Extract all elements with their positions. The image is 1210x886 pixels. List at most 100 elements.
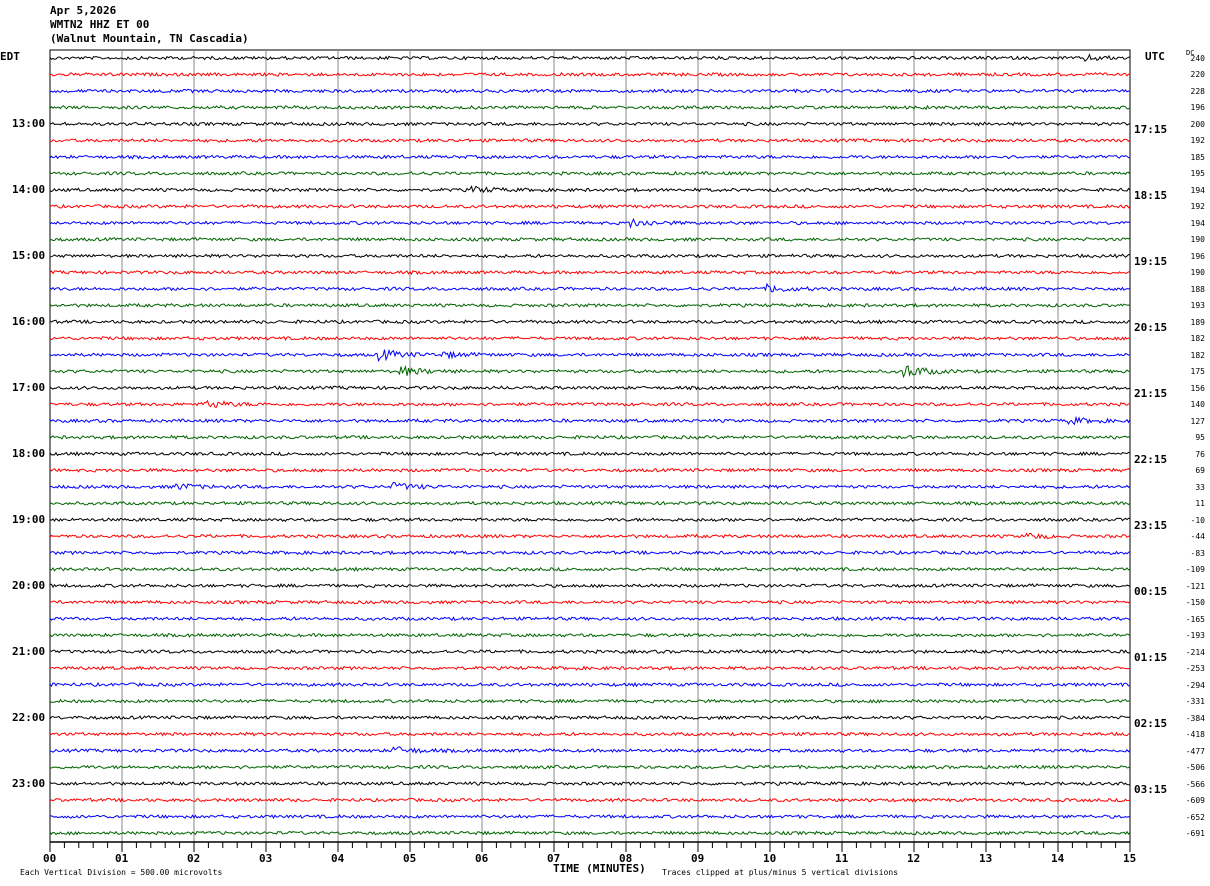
dc-offset-label: -691 <box>1185 829 1205 839</box>
station-label: WMTN2 HHZ ET 00 <box>50 18 150 31</box>
dc-offset-label: 33 <box>1195 482 1205 492</box>
edt-time-label: 22:00 <box>12 710 46 724</box>
seismic-trace <box>50 599 1131 605</box>
seismic-trace <box>49 53 1131 62</box>
dc-offset-label: 195 <box>1190 169 1205 179</box>
dc-offset-label: -193 <box>1185 631 1205 641</box>
x-tick-label: 03 <box>259 852 273 865</box>
dc-offset-label: 194 <box>1190 185 1205 195</box>
x-tick-label: 08 <box>619 852 633 865</box>
dc-offset-label: 196 <box>1190 251 1205 261</box>
seismic-trace <box>49 282 1131 293</box>
dc-offset-label: 76 <box>1195 449 1205 459</box>
dc-offset-label: -609 <box>1185 796 1205 806</box>
dc-offset-label: -418 <box>1185 730 1205 740</box>
x-tick-label: 14 <box>1051 852 1065 865</box>
dc-offset-label: 192 <box>1190 136 1205 146</box>
x-tick-label: 01 <box>115 852 129 865</box>
seismic-trace <box>49 566 1131 572</box>
seismic-trace <box>49 71 1131 78</box>
edt-time-label: 14:00 <box>12 182 46 196</box>
seismic-trace <box>49 302 1131 308</box>
edt-axis-title: EDT <box>0 50 20 63</box>
seismic-trace <box>49 731 1131 737</box>
seismic-trace <box>49 170 1131 177</box>
edt-time-label: 13:00 <box>12 116 46 130</box>
seismic-trace <box>49 185 1131 194</box>
seismic-trace <box>49 365 1131 379</box>
seismic-trace <box>49 385 1131 391</box>
dc-offset-label: -44 <box>1190 532 1205 542</box>
seismic-trace <box>49 399 1131 408</box>
utc-time-label: 21:15 <box>1134 386 1168 400</box>
dc-offset-label: 196 <box>1190 103 1205 113</box>
dc-offset-label: 190 <box>1190 235 1205 245</box>
utc-time-label: 02:15 <box>1134 716 1168 730</box>
dc-offset-label: 175 <box>1190 367 1205 377</box>
seismic-trace <box>49 648 1131 655</box>
edt-time-label: 16:00 <box>12 314 46 328</box>
dc-offset-label: -652 <box>1185 812 1205 822</box>
dc-offset-label: 194 <box>1190 218 1205 228</box>
dc-offset-label: 11 <box>1195 499 1205 509</box>
utc-time-label: 00:15 <box>1134 584 1168 598</box>
dc-offset-label: -83 <box>1190 548 1205 558</box>
dc-offset-label: -150 <box>1185 598 1205 608</box>
dc-offset-label: -10 <box>1190 515 1205 525</box>
seismic-trace <box>49 813 1131 820</box>
dc-offset-label: 127 <box>1190 416 1205 426</box>
seismic-trace <box>49 550 1131 556</box>
seismic-trace <box>49 780 1131 787</box>
dc-title: DC <box>1186 49 1195 57</box>
x-tick-label: 15 <box>1123 852 1137 865</box>
x-tick-label: 00 <box>43 852 57 865</box>
dc-offset-label: 185 <box>1190 152 1205 162</box>
dc-offset-label: 182 <box>1190 334 1205 344</box>
seismic-trace <box>49 698 1131 704</box>
seismic-trace <box>49 481 1131 491</box>
dc-offset-label: -506 <box>1185 763 1205 773</box>
seismic-trace <box>49 236 1131 242</box>
utc-time-label: 03:15 <box>1134 782 1168 796</box>
utc-time-label: 17:15 <box>1134 122 1168 136</box>
dc-offset-label: 220 <box>1190 70 1205 80</box>
dc-offset-label: -214 <box>1185 647 1205 657</box>
seismic-trace <box>49 269 1131 276</box>
seismic-trace <box>49 746 1131 754</box>
utc-time-label: 01:15 <box>1134 650 1168 664</box>
seismic-trace <box>49 203 1131 210</box>
clip-note: Traces clipped at plus/minus 5 vertical … <box>662 868 899 877</box>
dc-offset-label: -566 <box>1185 779 1205 789</box>
x-tick-label: 02 <box>187 852 201 865</box>
seismic-trace <box>49 714 1131 721</box>
utc-time-label: 23:15 <box>1134 518 1168 532</box>
seismic-trace <box>49 830 1131 836</box>
dc-offset-label: 188 <box>1190 284 1205 294</box>
x-tick-label: 12 <box>907 852 921 865</box>
seismic-trace <box>49 532 1131 540</box>
edt-time-label: 17:00 <box>12 380 46 394</box>
dc-offset-label: 228 <box>1190 86 1205 96</box>
location-label: (Walnut Mountain, TN Cascadia) <box>50 32 249 45</box>
dc-offset-label: 69 <box>1195 466 1205 476</box>
seismic-trace <box>49 415 1131 426</box>
seismic-trace <box>49 253 1131 259</box>
x-tick-label: 10 <box>763 852 777 865</box>
x-tick-label: 07 <box>547 852 561 865</box>
utc-axis-title: UTC <box>1145 50 1165 63</box>
seismic-trace <box>49 434 1131 440</box>
utc-time-label: 20:15 <box>1134 320 1168 334</box>
dc-offset-label: -294 <box>1185 680 1205 690</box>
dc-offset-label: 240 <box>1190 54 1205 63</box>
seismic-trace <box>49 665 1131 671</box>
dc-offset-label: 193 <box>1190 301 1205 311</box>
seismic-trace <box>49 616 1131 622</box>
plot-frame <box>49 49 1131 843</box>
x-tick-label: 05 <box>403 852 417 865</box>
dc-offset-label: -477 <box>1185 746 1205 756</box>
x-tick-label: 09 <box>691 852 705 865</box>
utc-time-label: 22:15 <box>1134 452 1168 466</box>
dc-offset-label: 189 <box>1190 317 1205 327</box>
seismic-trace <box>49 121 1131 127</box>
